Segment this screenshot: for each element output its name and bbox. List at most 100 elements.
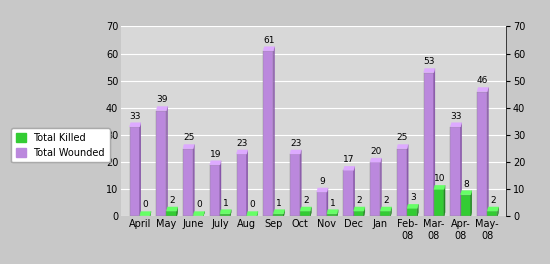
Text: 1: 1 <box>329 199 336 208</box>
Polygon shape <box>370 158 381 162</box>
Text: 8: 8 <box>463 180 469 188</box>
Polygon shape <box>487 87 488 216</box>
Text: 17: 17 <box>343 155 355 164</box>
Bar <box>236 154 246 216</box>
Polygon shape <box>417 204 419 216</box>
Bar <box>381 211 390 216</box>
Text: 61: 61 <box>263 36 274 45</box>
Polygon shape <box>263 47 274 51</box>
Polygon shape <box>450 123 461 127</box>
Polygon shape <box>310 207 311 216</box>
Polygon shape <box>390 207 392 216</box>
Bar <box>424 73 434 216</box>
Text: 1: 1 <box>223 199 228 208</box>
Text: 2: 2 <box>383 196 389 205</box>
Polygon shape <box>434 68 435 216</box>
Text: 20: 20 <box>370 147 382 156</box>
Polygon shape <box>354 207 365 211</box>
Bar <box>407 208 417 216</box>
Polygon shape <box>284 210 285 216</box>
Bar <box>290 154 300 216</box>
Bar <box>156 111 167 216</box>
Bar <box>300 211 310 216</box>
Polygon shape <box>177 207 178 216</box>
Text: 25: 25 <box>183 133 194 142</box>
Text: 2: 2 <box>303 196 309 205</box>
Text: 46: 46 <box>477 76 488 85</box>
Polygon shape <box>290 150 301 154</box>
Text: 33: 33 <box>129 112 141 121</box>
Bar <box>487 211 497 216</box>
Polygon shape <box>246 150 248 216</box>
Polygon shape <box>337 210 338 216</box>
Polygon shape <box>497 207 498 216</box>
Text: 10: 10 <box>434 174 445 183</box>
Text: 53: 53 <box>424 57 435 66</box>
Polygon shape <box>210 161 221 165</box>
Polygon shape <box>444 185 445 216</box>
Bar <box>460 195 471 216</box>
Bar <box>130 127 140 216</box>
Polygon shape <box>130 123 141 127</box>
Legend: Total Killed, Total Wounded: Total Killed, Total Wounded <box>11 128 110 162</box>
Polygon shape <box>397 144 408 149</box>
Text: 2: 2 <box>356 196 362 205</box>
Polygon shape <box>156 106 168 111</box>
Polygon shape <box>477 87 488 92</box>
Polygon shape <box>193 211 205 216</box>
Text: 9: 9 <box>320 177 325 186</box>
Polygon shape <box>407 144 408 216</box>
Text: 0: 0 <box>142 200 148 209</box>
Polygon shape <box>460 123 461 216</box>
Text: 33: 33 <box>450 112 462 121</box>
Polygon shape <box>300 207 311 211</box>
Polygon shape <box>300 150 301 216</box>
Bar <box>477 92 487 216</box>
Polygon shape <box>257 211 258 216</box>
Polygon shape <box>230 210 231 216</box>
Bar <box>263 51 273 216</box>
Polygon shape <box>140 211 151 216</box>
Bar <box>220 214 230 216</box>
Polygon shape <box>317 188 328 192</box>
Bar <box>273 214 284 216</box>
Polygon shape <box>407 204 419 208</box>
Text: 2: 2 <box>490 196 496 205</box>
Polygon shape <box>150 211 151 216</box>
Text: 25: 25 <box>397 133 408 142</box>
Polygon shape <box>204 211 205 216</box>
Text: 23: 23 <box>290 139 301 148</box>
Bar <box>167 211 177 216</box>
Text: 1: 1 <box>276 199 282 208</box>
Polygon shape <box>364 207 365 216</box>
Text: 23: 23 <box>236 139 248 148</box>
Polygon shape <box>460 191 472 195</box>
Bar <box>327 214 337 216</box>
Polygon shape <box>236 150 248 154</box>
Text: 2: 2 <box>169 196 175 205</box>
Bar <box>450 127 460 216</box>
Polygon shape <box>273 210 285 214</box>
Polygon shape <box>167 106 168 216</box>
Bar <box>354 211 364 216</box>
Bar <box>183 149 193 216</box>
Text: 39: 39 <box>156 95 168 104</box>
Polygon shape <box>487 207 498 211</box>
Bar <box>397 149 407 216</box>
Bar <box>317 192 327 216</box>
Polygon shape <box>167 207 178 211</box>
Polygon shape <box>220 161 221 216</box>
Polygon shape <box>327 188 328 216</box>
Text: 0: 0 <box>196 200 202 209</box>
Polygon shape <box>327 210 338 214</box>
Polygon shape <box>193 144 194 216</box>
Text: 19: 19 <box>210 150 221 159</box>
Polygon shape <box>273 47 274 216</box>
Polygon shape <box>220 210 231 214</box>
Bar <box>370 162 381 216</box>
Text: 3: 3 <box>410 193 416 202</box>
Polygon shape <box>381 207 392 211</box>
Polygon shape <box>434 185 445 189</box>
Polygon shape <box>354 166 355 216</box>
Polygon shape <box>246 211 258 216</box>
